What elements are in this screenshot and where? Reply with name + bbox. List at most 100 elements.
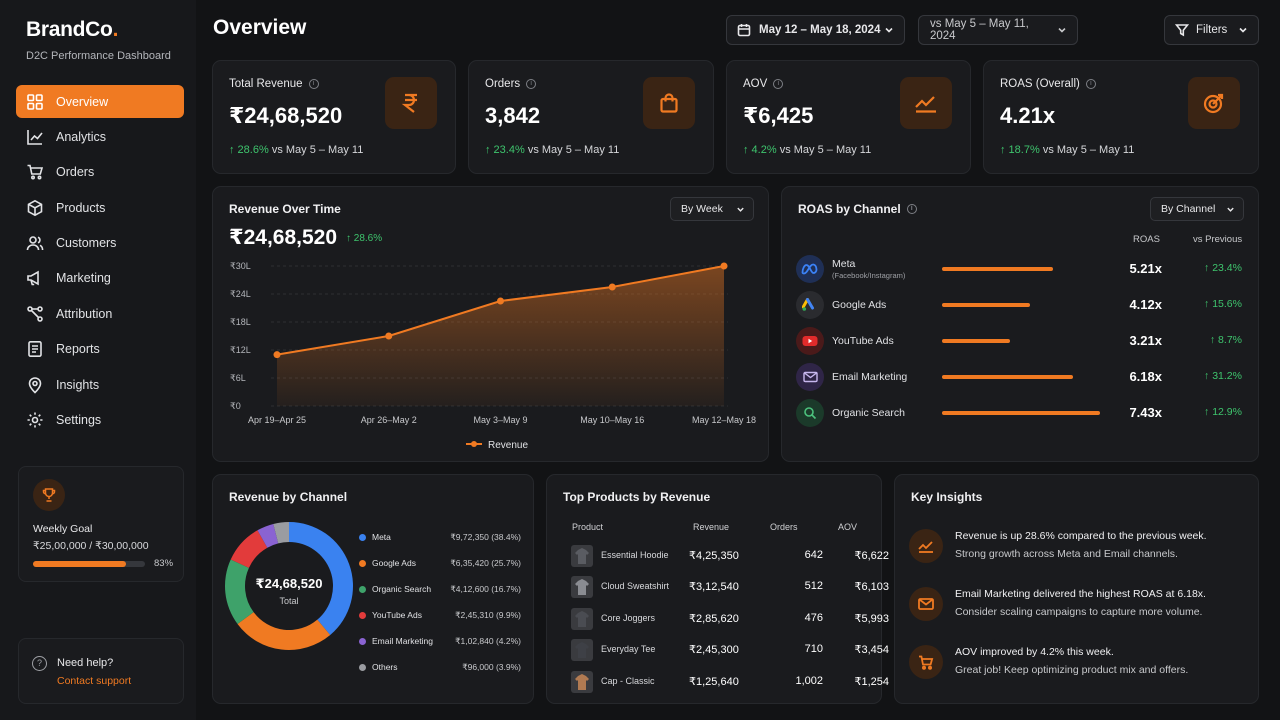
channel-roas: 3.21x (1129, 333, 1162, 348)
cart-icon (27, 164, 44, 180)
info-icon[interactable]: i (1085, 79, 1096, 89)
gear-icon (27, 412, 43, 428)
table-row[interactable]: Cloud Sweatshirt ₹3,12,540 512 ₹6,103 (571, 575, 889, 599)
rupee-icon (385, 77, 437, 129)
donut-slice[interactable] (257, 523, 279, 548)
sidebar-item-customers[interactable]: Customers (16, 227, 184, 260)
channel-select[interactable]: By Channel (1150, 197, 1244, 221)
sidebar-item-label: Orders (56, 165, 95, 180)
kpi-card-orders: Orders i 3,842 ↑ 23.4% vs May 5 – May 11 (468, 60, 714, 174)
kpi-card-total-revenue: Total Revenue i ₹24,68,520 ↑ 28.6% vs May… (212, 60, 456, 174)
donut-slice[interactable] (273, 522, 289, 544)
y-tick-label: ₹18L (230, 317, 251, 327)
sidebar-item-overview[interactable]: Overview (16, 85, 184, 118)
channel-roas: 5.21x (1129, 261, 1162, 276)
info-icon[interactable]: i (906, 204, 917, 214)
insight-title: AOV improved by 4.2% this week. (955, 646, 1114, 658)
google-ads-icon (796, 291, 824, 319)
weekly-goal-label: Weekly Goal (33, 523, 93, 535)
weekly-goal-progress (33, 561, 145, 567)
brand-logo[interactable]: BrandCo. (26, 18, 119, 41)
table-row[interactable]: Cap - Classic ₹1,25,640 1,002 ₹1,254 (571, 670, 889, 694)
sidebar-item-settings[interactable]: Settings (16, 404, 184, 437)
channel-name: Email Marketing (832, 371, 908, 383)
legend-marker (471, 441, 477, 447)
legend-dot (359, 664, 366, 671)
channel-row-youtube-ads[interactable]: YouTube Ads 3.21x ↑ 8.7% (796, 326, 1244, 356)
donut-slice[interactable] (225, 559, 254, 625)
channel-delta: ↑ 12.9% (1204, 406, 1242, 418)
legend-value: ₹96,000 (3.9%) (462, 662, 521, 672)
legend-item[interactable]: Others ₹96,000 (3.9%) (359, 661, 521, 675)
channel-row-google-ads[interactable]: Google Ads 4.12x ↑ 15.6% (796, 290, 1244, 320)
insight-item: Revenue is up 28.6% compared to the prev… (909, 529, 1249, 569)
legend-item[interactable]: Organic Search ₹4,12,600 (16.7%) (359, 583, 521, 597)
sidebar-item-analytics[interactable]: Analytics (16, 120, 184, 153)
sidebar-item-products[interactable]: Products (16, 191, 184, 224)
table-row[interactable]: Essential Hoodie ₹4,25,350 642 ₹6,622 (571, 544, 889, 568)
filters-button[interactable]: Filters (1164, 15, 1259, 45)
donut-slice[interactable] (237, 612, 331, 650)
roas-bar (942, 411, 1100, 415)
legend-item[interactable]: Google Ads ₹6,35,420 (25.7%) (359, 557, 521, 571)
table-row[interactable]: Core Joggers ₹2,85,620 476 ₹5,993 (571, 607, 889, 631)
date-range-picker[interactable]: May 12 – May 18, 2024 (726, 15, 905, 45)
chevron-down-icon (737, 207, 744, 212)
revenue-point[interactable] (497, 297, 504, 305)
revenue-point[interactable] (608, 283, 616, 291)
channel-row-email-marketing[interactable]: Email Marketing 6.18x ↑ 31.2% (796, 362, 1244, 392)
revenue-point[interactable] (385, 332, 393, 340)
kpi-change: ↑ 28.6% (229, 144, 269, 156)
revenue-point[interactable] (720, 262, 728, 270)
product-orders: 710 (804, 643, 823, 655)
product-aov: ₹6,622 (854, 550, 889, 562)
product-aov: ₹1,254 (854, 676, 889, 688)
revenue-change: ↑ 28.6% (346, 233, 383, 244)
channel-row-organic-search[interactable]: Organic Search 7.43x ↑ 12.9% (796, 398, 1244, 428)
legend-value: ₹2,45,310 (9.9%) (455, 610, 521, 620)
weekly-goal-percent: 83% (154, 558, 174, 569)
insight-subtitle: Strong growth across Meta and Email chan… (955, 548, 1178, 560)
kpi-compare: vs May 5 – May 11 (527, 144, 620, 156)
kpi-value: ₹6,425 (743, 103, 814, 128)
legend-dot (359, 586, 366, 593)
insight-item: AOV improved by 4.2% this week. Great jo… (909, 645, 1249, 685)
contact-support-link[interactable]: Contact support (57, 675, 132, 687)
top-products-card: Top Products by Revenue Product Revenue … (546, 474, 889, 704)
legend-item[interactable]: YouTube Ads ₹2,45,310 (9.9%) (359, 609, 521, 623)
product-revenue: ₹2,85,620 (689, 613, 739, 625)
help-icon: ? (32, 656, 47, 671)
info-icon[interactable]: i (308, 79, 319, 89)
legend-item[interactable]: Meta ₹9,72,350 (38.4%) (359, 531, 521, 545)
sidebar-item-attribution[interactable]: Attribution (16, 297, 184, 330)
card-title: Key Insights (911, 490, 983, 504)
roas-bar (942, 267, 1053, 271)
sidebar-item-insights[interactable]: Insights (16, 368, 184, 401)
weekly-goal-value: ₹25,00,000 / ₹30,00,000 (33, 540, 149, 552)
sidebar-item-reports[interactable]: Reports (16, 333, 184, 366)
info-icon[interactable]: i (773, 79, 784, 89)
donut-slice[interactable] (289, 522, 353, 635)
channel-delta: ↑ 31.2% (1204, 370, 1242, 382)
table-row[interactable]: Everyday Tee ₹2,45,300 710 ₹3,454 (571, 638, 889, 662)
product-aov: ₹6,103 (854, 581, 889, 593)
aov-column-header: AOV (838, 522, 858, 532)
compare-range-picker[interactable]: vs May 5 – May 11, 2024 (918, 15, 1078, 45)
product-revenue: ₹1,25,640 (689, 676, 739, 688)
product-thumbnail (571, 576, 593, 598)
search-icon (796, 399, 824, 427)
kpi-label: Orders (485, 78, 521, 90)
product-name: Cap - Classic (601, 676, 655, 686)
donut-slice[interactable] (230, 530, 268, 568)
channel-subtitle: (Facebook/Instagram) (832, 271, 906, 280)
sidebar-item-orders[interactable]: Orders (16, 156, 184, 189)
kpi-card-roas: ROAS (Overall) i 4.21x ↑ 18.7% vs May 5 –… (983, 60, 1259, 174)
revenue-point[interactable] (273, 351, 281, 359)
sidebar-item-label: Products (56, 200, 106, 215)
info-icon[interactable]: i (526, 79, 537, 89)
legend-item[interactable]: Email Marketing ₹1,02,840 (4.2%) (359, 635, 521, 649)
period-select[interactable]: By Week (670, 197, 754, 221)
channel-row-meta[interactable]: Meta (Facebook/Instagram) 5.21x ↑ 23.4% (796, 254, 1244, 284)
sidebar-item-label: Overview (56, 94, 109, 109)
sidebar-item-marketing[interactable]: Marketing (16, 262, 184, 295)
